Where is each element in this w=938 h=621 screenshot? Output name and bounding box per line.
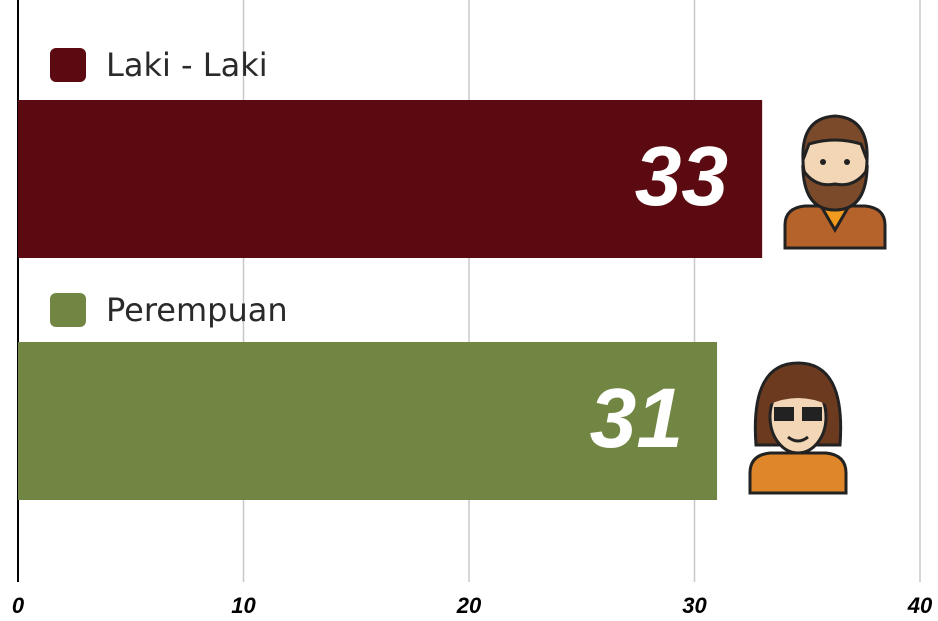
value-label: 33 — [635, 129, 728, 223]
legend-label: Perempuan — [106, 291, 288, 329]
x-tick-label: 0 — [12, 593, 25, 618]
value-label: 31 — [590, 371, 683, 465]
x-tick-label: 30 — [682, 593, 707, 618]
legend-swatch — [50, 293, 86, 327]
x-tick-label: 20 — [456, 593, 482, 618]
x-tick-label: 40 — [907, 593, 933, 618]
man-icon — [783, 114, 887, 250]
x-tick-label: 10 — [231, 593, 256, 618]
bar — [18, 100, 763, 258]
legend-swatch — [50, 48, 86, 82]
legend-label: Laki - Laki — [106, 46, 268, 84]
bar — [18, 342, 718, 500]
woman-icon — [748, 361, 848, 495]
